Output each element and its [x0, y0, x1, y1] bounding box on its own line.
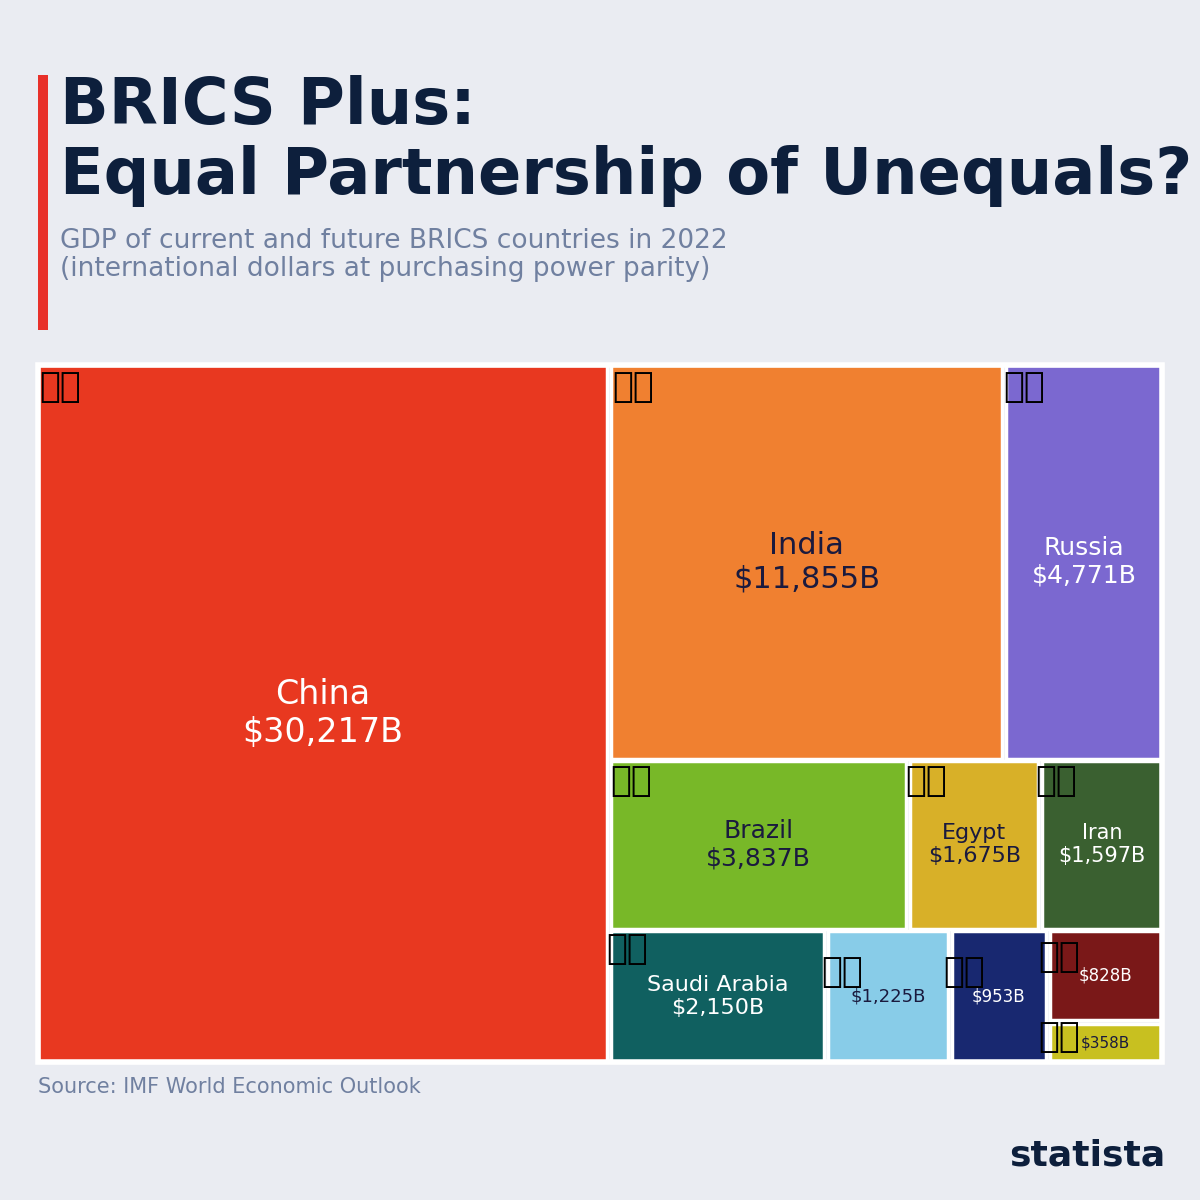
Text: $953B: $953B	[972, 988, 1026, 1006]
Bar	[611, 761, 906, 929]
Text: GDP of current and future BRICS countries in 2022: GDP of current and future BRICS countrie…	[60, 228, 727, 254]
Text: Equal Partnership of Unequals?: Equal Partnership of Unequals?	[60, 145, 1193, 206]
Text: 🇿🇦: 🇿🇦	[943, 955, 985, 989]
Text: Source: IMF World Economic Outlook: Source: IMF World Economic Outlook	[38, 1078, 421, 1097]
Text: statista: statista	[1009, 1138, 1165, 1172]
Text: Russia
$4,771B: Russia $4,771B	[1032, 536, 1136, 588]
Text: 🇦🇷: 🇦🇷	[821, 955, 863, 989]
Text: $1,225B: $1,225B	[851, 988, 926, 1006]
Bar	[911, 761, 1038, 929]
Text: India
$11,855B: India $11,855B	[733, 530, 880, 593]
Bar	[1006, 365, 1162, 760]
Text: Brazil
$3,837B: Brazil $3,837B	[707, 818, 811, 871]
Text: 🇷🇺: 🇷🇺	[1003, 370, 1045, 404]
Text: China
$30,217B: China $30,217B	[242, 678, 403, 749]
Text: 🇸🇦: 🇸🇦	[606, 931, 648, 966]
Text: 🇧🇷: 🇧🇷	[611, 764, 652, 798]
Text: Iran
$1,597B: Iran $1,597B	[1058, 823, 1146, 866]
Text: 🇪🇹: 🇪🇹	[1039, 1020, 1080, 1054]
Text: Egypt
$1,675B: Egypt $1,675B	[928, 823, 1021, 866]
Text: 🇮🇳: 🇮🇳	[612, 370, 654, 404]
Bar	[1050, 1025, 1162, 1062]
Text: BRICS Plus:: BRICS Plus:	[60, 74, 475, 137]
Bar	[1043, 761, 1162, 929]
Bar	[953, 931, 1045, 1062]
Bar	[1050, 931, 1162, 1020]
Bar	[828, 931, 948, 1062]
Bar	[611, 365, 1002, 760]
Bar	[611, 931, 824, 1062]
Text: 🇮🇷: 🇮🇷	[1036, 764, 1078, 798]
Bar	[38, 365, 1162, 1062]
Text: (international dollars at purchasing power parity): (international dollars at purchasing pow…	[60, 256, 710, 282]
Text: $358B: $358B	[1081, 1036, 1130, 1051]
Text: 🇦🇪: 🇦🇪	[1039, 941, 1080, 974]
Bar	[38, 74, 48, 330]
Text: $828B: $828B	[1079, 966, 1133, 984]
Text: Saudi Arabia
$2,150B: Saudi Arabia $2,150B	[647, 974, 788, 1018]
Text: 🇪🇬: 🇪🇬	[906, 764, 947, 798]
Bar	[38, 365, 607, 1062]
Text: 🇨🇳: 🇨🇳	[40, 370, 80, 404]
